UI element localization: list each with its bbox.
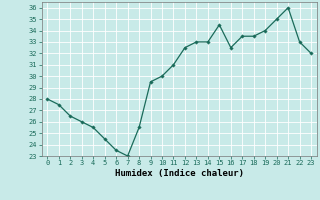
X-axis label: Humidex (Indice chaleur): Humidex (Indice chaleur)	[115, 169, 244, 178]
